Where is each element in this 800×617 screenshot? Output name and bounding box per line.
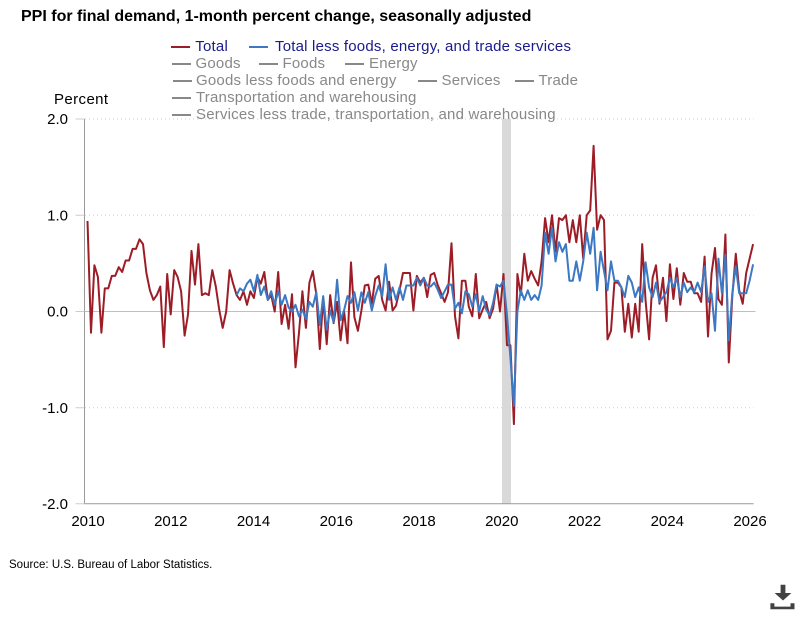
- svg-text:2016: 2016: [320, 513, 353, 530]
- svg-text:1.0: 1.0: [47, 207, 68, 224]
- svg-text:2020: 2020: [485, 513, 518, 530]
- svg-text:2024: 2024: [651, 513, 684, 530]
- svg-text:-2.0: -2.0: [42, 496, 68, 513]
- svg-text:2010: 2010: [71, 513, 104, 530]
- svg-text:2014: 2014: [237, 513, 270, 530]
- svg-text:0.0: 0.0: [47, 304, 68, 321]
- svg-text:2026: 2026: [733, 513, 766, 530]
- svg-text:2.0: 2.0: [47, 111, 68, 128]
- svg-text:2022: 2022: [568, 513, 601, 530]
- svg-text:2018: 2018: [402, 513, 435, 530]
- svg-text:2012: 2012: [154, 513, 187, 530]
- svg-text:-1.0: -1.0: [42, 400, 68, 417]
